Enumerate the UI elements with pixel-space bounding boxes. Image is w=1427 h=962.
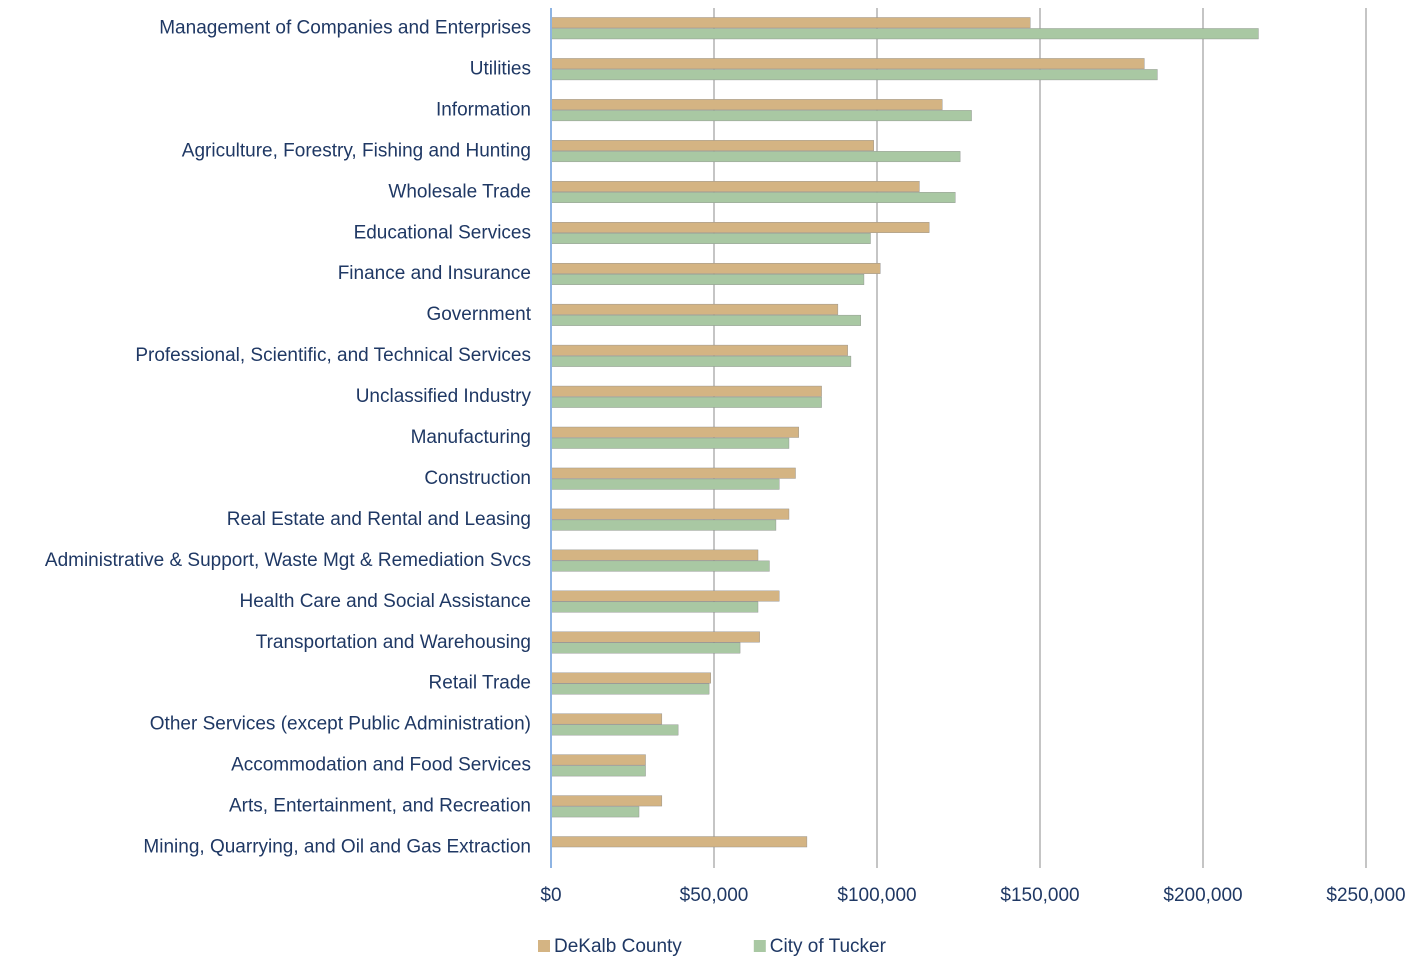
bar <box>550 140 874 152</box>
y-tick-label: Professional, Scientific, and Technical … <box>135 345 531 366</box>
legend-swatch <box>538 940 550 952</box>
y-tick-label: Accommodation and Food Services <box>231 755 531 776</box>
y-tick-label: Transportation and Warehousing <box>256 632 531 653</box>
bar <box>550 262 881 274</box>
y-tick-label: Management of Companies and Enterprises <box>159 17 531 38</box>
bar <box>550 590 780 602</box>
y-tick-label: Administrative & Support, Waste Mgt & Re… <box>45 550 531 571</box>
bar <box>550 683 710 695</box>
bar <box>550 478 780 490</box>
bar <box>550 549 759 561</box>
y-tick-label: Arts, Entertainment, and Recreation <box>229 796 531 817</box>
x-tick-label: $50,000 <box>680 885 749 906</box>
bar <box>550 273 865 285</box>
bar <box>550 672 711 684</box>
bar <box>550 17 1031 29</box>
bar <box>550 765 646 777</box>
y-tick-label: Other Services (except Public Administra… <box>150 714 531 735</box>
y-tick-label: Mining, Quarrying, and Oil and Gas Extra… <box>143 837 531 858</box>
bar <box>550 754 646 766</box>
legend-swatch <box>753 940 766 952</box>
bar <box>550 601 759 613</box>
bar <box>550 467 796 479</box>
bar <box>550 385 822 397</box>
bar <box>550 151 961 163</box>
y-tick-label: Agriculture, Forestry, Fishing and Hunti… <box>182 140 531 161</box>
y-tick-label: Construction <box>424 468 531 489</box>
y-tick-label: Information <box>436 99 531 120</box>
x-tick-label: $100,000 <box>837 885 916 906</box>
x-tick-label: $200,000 <box>1163 885 1242 906</box>
x-tick-label: $0 <box>540 885 561 906</box>
bar <box>550 806 640 818</box>
y-tick-label: Educational Services <box>354 222 531 243</box>
y-tick-label: Government <box>426 304 531 325</box>
y-tick-label: Utilities <box>470 58 531 79</box>
bar <box>550 99 943 111</box>
bar <box>550 508 790 520</box>
bar <box>550 396 822 408</box>
bar <box>550 181 920 192</box>
x-tick-label: $250,000 <box>1326 885 1405 906</box>
bar <box>550 344 848 356</box>
bar <box>550 642 741 654</box>
bar <box>550 437 790 449</box>
y-tick-label: Health Care and Social Assistance <box>240 591 532 612</box>
y-tick-label: Real Estate and Rental and Leasing <box>227 509 531 530</box>
y-tick-label: Finance and Insurance <box>338 263 531 284</box>
bar <box>550 222 930 233</box>
y-tick-label: Retail Trade <box>429 673 531 694</box>
bar <box>550 836 808 848</box>
bar <box>550 795 663 807</box>
bar <box>550 192 956 203</box>
bar <box>550 28 1259 40</box>
bar <box>550 303 839 315</box>
bar <box>550 69 1158 81</box>
y-tick-label: Wholesale Trade <box>388 181 531 202</box>
bar <box>550 233 871 244</box>
y-tick-label: Unclassified Industry <box>356 386 532 407</box>
legend-label: City of Tucker <box>770 936 887 957</box>
bar <box>550 724 679 736</box>
x-tick-label: $150,000 <box>1000 885 1079 906</box>
bar <box>550 631 760 643</box>
bar <box>550 355 852 367</box>
bar <box>550 426 799 438</box>
bar <box>550 713 663 725</box>
legend-label: DeKalb County <box>554 936 682 957</box>
bar <box>550 560 770 572</box>
bar <box>550 58 1145 70</box>
bar <box>550 110 972 122</box>
bar <box>550 519 777 531</box>
y-tick-label: Manufacturing <box>411 427 531 448</box>
bar <box>550 314 861 326</box>
